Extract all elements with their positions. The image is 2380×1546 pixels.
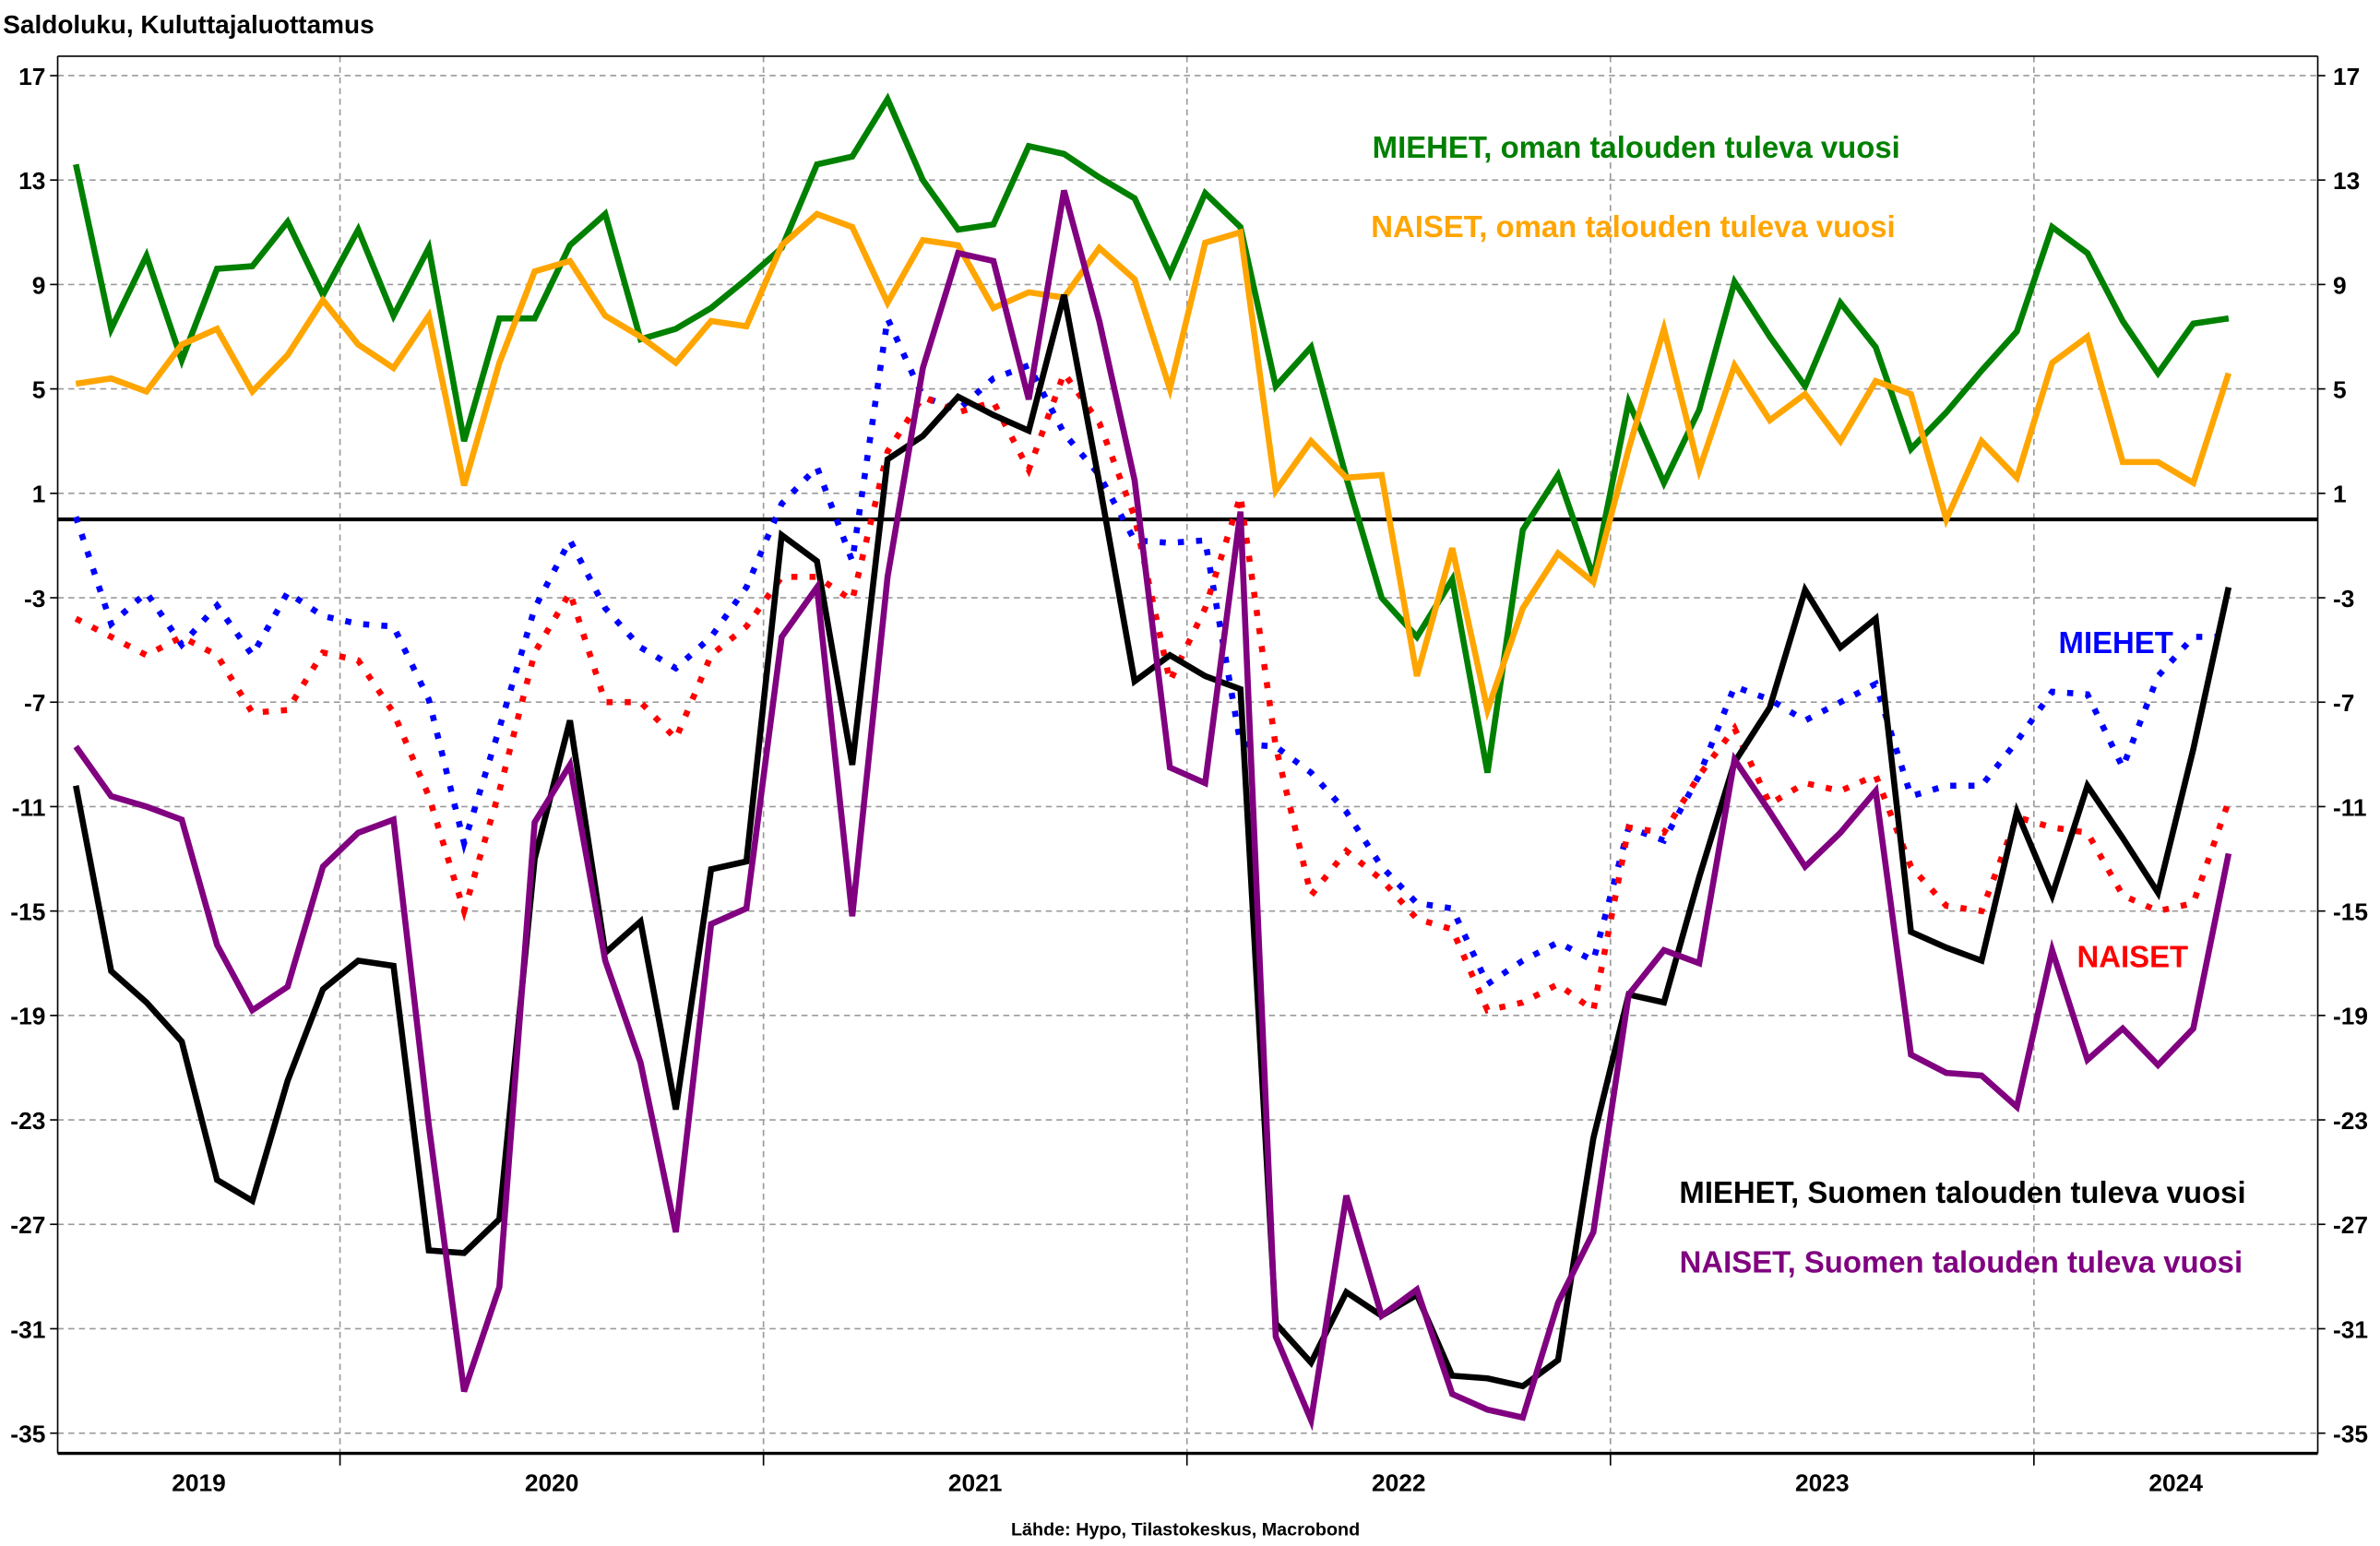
- y-tick-label-right: 1: [2333, 481, 2347, 508]
- y-tick-label-left: -27: [10, 1211, 45, 1239]
- y-tick-label-right: -3: [2333, 585, 2354, 612]
- legend-label-women-dotted: NAISET: [2077, 940, 2188, 974]
- y-tick-label-left: 17: [18, 63, 45, 90]
- series-points-miehet: [76, 318, 2229, 984]
- legend-label-men-own-economy: MIEHET, oman talouden tuleva vuosi: [1373, 130, 1900, 164]
- series-lines: [73, 92, 2232, 1432]
- y-tick-label-right: -15: [2333, 898, 2368, 926]
- series-points-naiset-suomen-talouden-tuleva-vuosi: [76, 190, 2229, 1421]
- series-line-miehet-oman-talouden-tuleva-vuosi: [73, 92, 2230, 774]
- y-tick-label-left: -23: [10, 1107, 45, 1135]
- y-tick-label-left: 9: [32, 271, 46, 299]
- y-tick-label-right: 9: [2333, 271, 2347, 299]
- series-points-naiset-oman-talouden-tuleva-vuosi: [76, 213, 2229, 710]
- legend-label-women-finland-economy: NAISET, Suomen talouden tuleva vuosi: [1680, 1245, 2243, 1279]
- y-tick-label-right: -23: [2333, 1107, 2368, 1135]
- legend-label-women-own-economy: NAISET, oman talouden tuleva vuosi: [1371, 209, 1895, 244]
- series-line-miehet-suomen-talouden-tuleva-vuosi: [73, 293, 2232, 1390]
- legend-label-men-dotted: MIEHET: [2059, 625, 2173, 660]
- chart-title: Saldoluku, Kuluttajaluottamus: [3, 10, 374, 39]
- y-tick-label-right: -27: [2333, 1211, 2368, 1239]
- source-note: Lähde: Hypo, Tilastokeskus, Macrobond: [1011, 1519, 1360, 1540]
- y-tick-label-left: -3: [24, 585, 45, 612]
- y-tick-label-right: 5: [2333, 375, 2347, 403]
- y-tick-label-left: -11: [12, 793, 46, 821]
- y-tick-label-left: -31: [10, 1315, 45, 1343]
- x-tick-label: 2023: [1795, 1469, 1850, 1497]
- series-points-naiset: [76, 373, 2229, 1011]
- y-tick-label-left: -7: [24, 689, 45, 717]
- y-tick-label-right: 13: [2333, 167, 2360, 195]
- y-tick-label-left: 1: [32, 481, 46, 508]
- series-line-naiset-suomen-talouden-tuleva-vuosi: [73, 189, 2232, 1432]
- legend-label-men-finland-economy: MIEHET, Suomen talouden tuleva vuosi: [1679, 1175, 2245, 1209]
- y-tick-label-left: -35: [10, 1421, 45, 1448]
- x-tick-label: 2021: [948, 1469, 1003, 1497]
- y-tick-label-left: 13: [18, 167, 45, 195]
- y-tick-label-right: -19: [2333, 1003, 2368, 1030]
- y-tick-label-left: 5: [32, 375, 46, 403]
- y-tick-label-left: -19: [10, 1003, 45, 1030]
- axes: 17 17 13 13 9 9 5 5 1 1 -3 -3 -7 -7 -11 -11 -15 -15 -19 -19…: [10, 55, 2368, 1497]
- y-tick-label-right: -35: [2333, 1421, 2368, 1448]
- y-tick-label-right: -31: [2333, 1315, 2368, 1343]
- y-tick-label-right: 17: [2333, 63, 2360, 90]
- x-tick-label: 2022: [1372, 1469, 1426, 1497]
- y-tick-label-right: -11: [2333, 793, 2367, 821]
- series-line-naiset-oman-talouden-tuleva-vuosi: [75, 210, 2232, 721]
- x-tick-label: 2020: [525, 1469, 579, 1497]
- y-tick-label-left: -15: [10, 898, 45, 926]
- x-tick-label: 2019: [172, 1469, 226, 1497]
- y-tick-label-right: -7: [2333, 689, 2354, 717]
- x-tick-label: 2024: [2148, 1469, 2203, 1497]
